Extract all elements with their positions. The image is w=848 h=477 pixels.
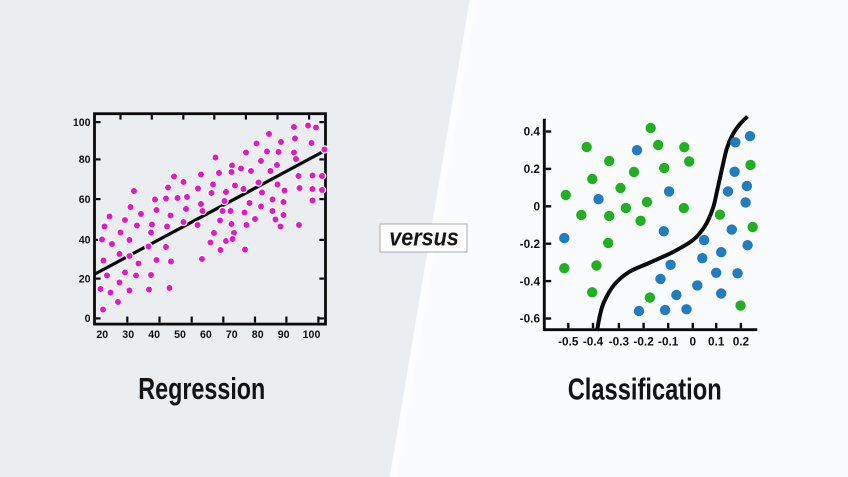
svg-text:versus: versus [389, 225, 459, 252]
svg-text:0: 0 [690, 335, 697, 349]
svg-text:60: 60 [79, 194, 91, 206]
svg-text:Regression: Regression [138, 371, 265, 406]
svg-text:80: 80 [79, 154, 91, 166]
svg-text:0: 0 [85, 313, 91, 325]
svg-text:30: 30 [122, 329, 134, 341]
svg-text:0: 0 [533, 200, 540, 214]
svg-text:20: 20 [79, 273, 91, 285]
svg-text:0.2: 0.2 [733, 335, 750, 349]
svg-text:0.4: 0.4 [524, 125, 541, 139]
svg-text:-0.4: -0.4 [520, 274, 541, 288]
svg-text:40: 40 [148, 329, 160, 341]
svg-text:40: 40 [79, 235, 91, 247]
svg-text:20: 20 [96, 329, 108, 341]
svg-text:50: 50 [174, 329, 186, 341]
svg-text:-0.2: -0.2 [520, 237, 541, 251]
svg-text:-0.5: -0.5 [558, 335, 579, 349]
svg-text:Classification: Classification [568, 371, 722, 406]
svg-text:90: 90 [278, 329, 290, 341]
svg-text:100: 100 [303, 329, 321, 341]
svg-text:0.1: 0.1 [708, 335, 725, 349]
svg-text:0.2: 0.2 [524, 162, 541, 176]
svg-text:-0.1: -0.1 [658, 335, 679, 349]
svg-text:-0.6: -0.6 [520, 312, 541, 326]
svg-text:80: 80 [252, 329, 264, 341]
svg-text:70: 70 [226, 329, 238, 341]
svg-text:-0.4: -0.4 [583, 335, 604, 349]
svg-text:60: 60 [200, 329, 212, 341]
svg-text:-0.2: -0.2 [633, 335, 654, 349]
svg-text:-0.3: -0.3 [609, 335, 630, 349]
svg-text:100: 100 [73, 117, 91, 129]
